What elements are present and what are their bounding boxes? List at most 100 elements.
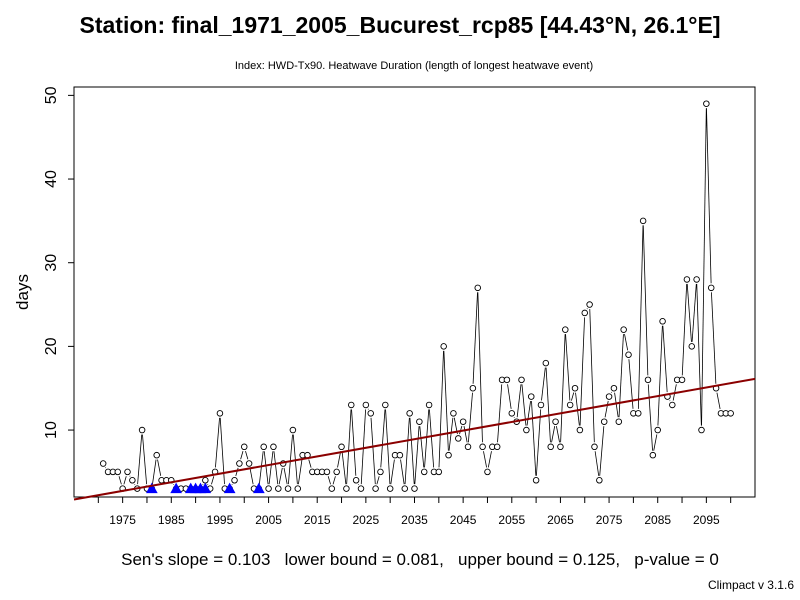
x-tick-label: 2055	[498, 513, 525, 527]
data-point	[99, 460, 107, 467]
y-tick-label: 30	[43, 254, 60, 272]
series-segment	[215, 417, 220, 468]
triangle-markers-group	[145, 482, 265, 494]
data-point	[382, 401, 389, 409]
series-segment	[400, 459, 405, 485]
series-segment	[571, 392, 575, 401]
series-segment	[429, 409, 435, 468]
data-point	[693, 276, 700, 283]
data-point	[620, 326, 627, 333]
series-segment	[409, 417, 415, 485]
data-point	[445, 451, 452, 459]
data-point	[425, 401, 433, 409]
series-segment	[278, 467, 283, 485]
series-segment	[497, 384, 503, 443]
series-segment	[483, 451, 488, 468]
series-segment	[637, 225, 644, 409]
series-segment	[157, 459, 162, 476]
data-point	[649, 451, 657, 459]
data-point	[362, 401, 370, 409]
data-point	[450, 410, 457, 417]
series-segment	[419, 426, 425, 468]
data-point	[153, 451, 160, 459]
series-segment	[404, 417, 410, 485]
x-tick-label: 2065	[547, 513, 574, 527]
data-point	[703, 100, 710, 107]
series-segment	[152, 459, 157, 485]
sen-slope-stats: Sen's slope = 0.103 lower bound = 0.081,…	[121, 550, 719, 569]
trend-line-group	[73, 377, 756, 501]
series-segment	[662, 325, 668, 393]
data-point	[420, 468, 428, 476]
data-point	[698, 426, 705, 434]
series-segment	[701, 108, 707, 426]
data-point	[265, 485, 272, 492]
data-point	[396, 451, 404, 459]
series-segment	[686, 283, 692, 342]
plot-frame	[73, 86, 756, 498]
data-point	[401, 485, 409, 492]
data-point	[270, 443, 277, 451]
data-point	[576, 426, 584, 434]
data-point	[523, 426, 530, 434]
series-segment	[360, 409, 366, 485]
series-segment	[647, 384, 653, 451]
data-point	[328, 485, 336, 492]
series-segment	[249, 467, 254, 485]
series-segment	[556, 426, 560, 443]
series-segment	[614, 392, 619, 418]
data-point	[571, 384, 579, 392]
data-point	[348, 401, 355, 409]
series-segment	[380, 409, 386, 468]
data-point	[493, 443, 501, 451]
data-point	[323, 468, 331, 476]
series-segment	[268, 451, 274, 485]
data-point	[625, 351, 632, 359]
data-point	[294, 485, 302, 492]
data-point	[615, 418, 623, 425]
x-tick-label: 2095	[693, 513, 720, 527]
series-segment	[657, 325, 663, 426]
data-point	[386, 485, 394, 492]
y-tick-label: 10	[43, 421, 60, 439]
data-point	[503, 376, 511, 384]
data-point	[527, 393, 535, 400]
data-point	[367, 410, 374, 417]
series-segment	[443, 350, 449, 451]
data-point	[459, 418, 467, 425]
x-tick-label: 2015	[304, 513, 331, 527]
data-point	[566, 401, 574, 409]
series-segment	[142, 434, 147, 485]
data-point	[707, 284, 715, 292]
series-segment	[477, 292, 483, 443]
data-point	[547, 443, 554, 451]
series-segment	[438, 350, 444, 468]
triangle-marker	[252, 482, 265, 494]
triangle-marker	[145, 482, 158, 494]
data-point	[635, 410, 642, 417]
series-segment	[283, 467, 288, 485]
series-segment	[346, 409, 352, 485]
data-point	[688, 343, 696, 350]
series-segment	[258, 451, 264, 485]
series-segment	[240, 451, 244, 460]
series-segment	[696, 283, 702, 426]
series-segment	[370, 417, 376, 485]
series-segment	[565, 334, 571, 401]
series-segment	[341, 451, 347, 485]
series-segment	[604, 400, 609, 418]
x-tick-label: 2005	[255, 513, 282, 527]
series-segment	[273, 451, 279, 485]
data-point	[659, 318, 666, 325]
x-tick-label: 1985	[158, 513, 185, 527]
series-segment	[332, 476, 336, 485]
data-point	[669, 401, 676, 409]
series-segment	[211, 476, 215, 485]
data-point	[357, 485, 365, 492]
series-segment	[351, 409, 357, 476]
data-point	[240, 443, 248, 451]
series-segment	[516, 384, 522, 418]
series-segment	[463, 426, 468, 443]
series-segment	[691, 283, 697, 342]
